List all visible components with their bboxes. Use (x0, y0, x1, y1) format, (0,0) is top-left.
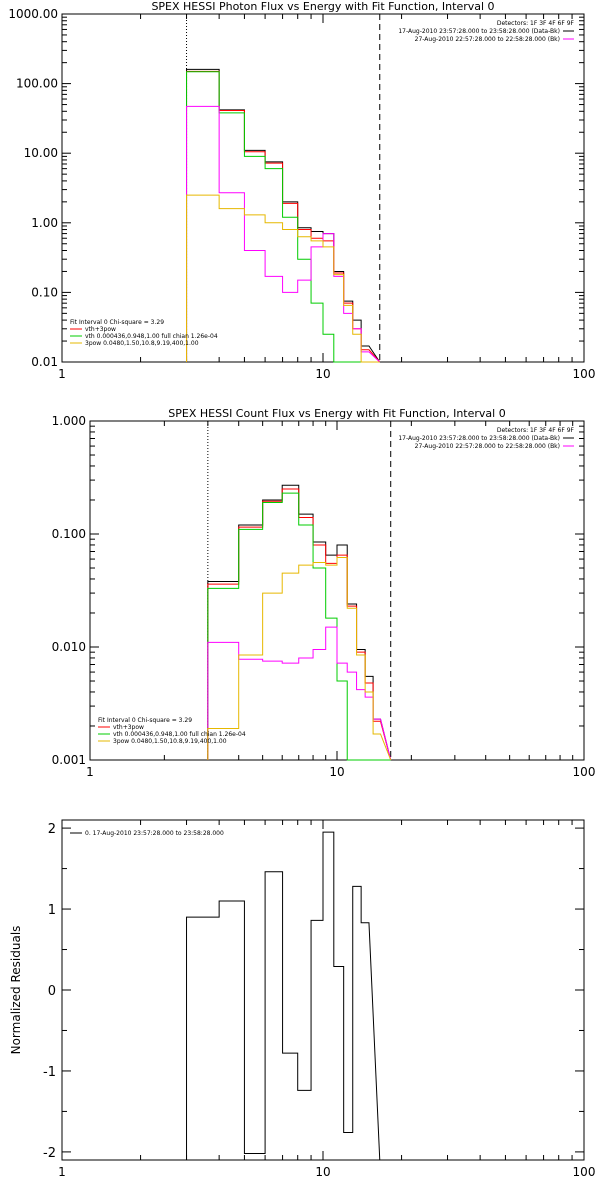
y-tick-label: 0.010 (52, 640, 86, 654)
chart-panel-1: SPEX HESSI Photon Flux vs Energy with Fi… (8, 0, 595, 381)
series-3-line (207, 492, 391, 761)
y-tick-label: 2 (48, 822, 56, 837)
y-tick-label: 1 (48, 903, 56, 918)
x-tick-label: 10 (315, 1165, 330, 1179)
plot-frame (89, 420, 585, 761)
legend-header: Detectors: 1F 3F 4F 6F 9F (497, 20, 575, 27)
x-tick-label: 100 (573, 367, 596, 381)
y-tick-label: 0.001 (52, 753, 86, 767)
series-1-line (186, 68, 381, 363)
legend-header: Detectors: 1F 3F 4F 6F 9F (497, 427, 575, 434)
x-tick-label: 100 (573, 765, 596, 779)
y-tick-label: 0 (48, 984, 56, 999)
series-5-line (186, 194, 380, 363)
y-tick-label: 100.00 (16, 77, 58, 91)
x-tick-label: 1 (58, 1165, 66, 1179)
fit-legend-label: 3pow 0.0480,1.50,10.8,9.19,400,1.00 (113, 738, 227, 745)
chart-title: SPEX HESSI Count Flux vs Energy with Fit… (168, 407, 505, 420)
fit-legend-header: Fit Interval 0 Chi-square = 3.29 (98, 717, 192, 724)
fit-legend-label: vth 0.000436,0.948,1.00 full chian 1.26e… (85, 333, 218, 340)
chart-title: SPEX HESSI Photon Flux vs Energy with Fi… (151, 0, 494, 13)
y-tick-label: 1000.00 (8, 7, 58, 21)
y-tick-label: 1.000 (52, 414, 86, 428)
x-tick-label: 100 (573, 1165, 596, 1179)
series-5-line (207, 556, 392, 761)
fit-legend-label: vth+3pow (85, 326, 116, 333)
y-tick-label: 0.100 (52, 527, 86, 541)
chart-panel-2: SPEX HESSI Count Flux vs Energy with Fit… (52, 407, 596, 779)
y-tick-label: 1.00 (31, 216, 58, 230)
y-tick-label: 0.10 (31, 285, 58, 299)
legend-entry-label: 0. 17-Aug-2010 23:57:28.000 to 23:58:28.… (85, 830, 224, 837)
chart-panel-3: Normalized Residuals 1 10 100 -2 -1 0 1 2 0. 17-A… (9, 819, 596, 1179)
x-tick-label: 1 (86, 765, 94, 779)
series-1-line (207, 484, 392, 761)
y-axis-label: Normalized Residuals (9, 926, 23, 1055)
x-tick-label: 10 (315, 367, 330, 381)
series-3-line (186, 71, 380, 363)
x-tick-label: 1 (58, 367, 66, 381)
series-4-line (186, 105, 381, 363)
legend-entry-label: 17-Aug-2010 23:57:28.000 to 23:58:28.000… (398, 28, 560, 35)
fit-legend-label: 3pow 0.0480,1.50,10.8,9.19,400,1.00 (85, 340, 199, 347)
legend-entry-label: 27-Aug-2010 22:57:28.000 to 22:58:28.000… (415, 443, 560, 450)
series-2-line (207, 488, 392, 761)
series-1-line (186, 831, 381, 1161)
fit-legend-label: vth 0.000436,0.948,1.00 full chian 1.26e… (113, 731, 246, 738)
legend-entry-label: 17-Aug-2010 23:57:28.000 to 23:58:28.000… (398, 435, 560, 442)
fit-legend-label: vth+3pow (113, 724, 144, 731)
series-2-line (186, 70, 381, 363)
y-tick-label: 0.01 (31, 355, 58, 369)
y-tick-label: -1 (43, 1065, 56, 1080)
legend-entry-label: 27-Aug-2010 22:57:28.000 to 22:58:28.000… (415, 36, 560, 43)
x-tick-label: 10 (329, 765, 344, 779)
y-tick-label: 10.00 (24, 146, 58, 160)
y-tick-label: -2 (43, 1146, 56, 1161)
fit-legend-header: Fit Interval 0 Chi-square = 3.29 (70, 319, 164, 326)
series-4-line (207, 626, 392, 761)
